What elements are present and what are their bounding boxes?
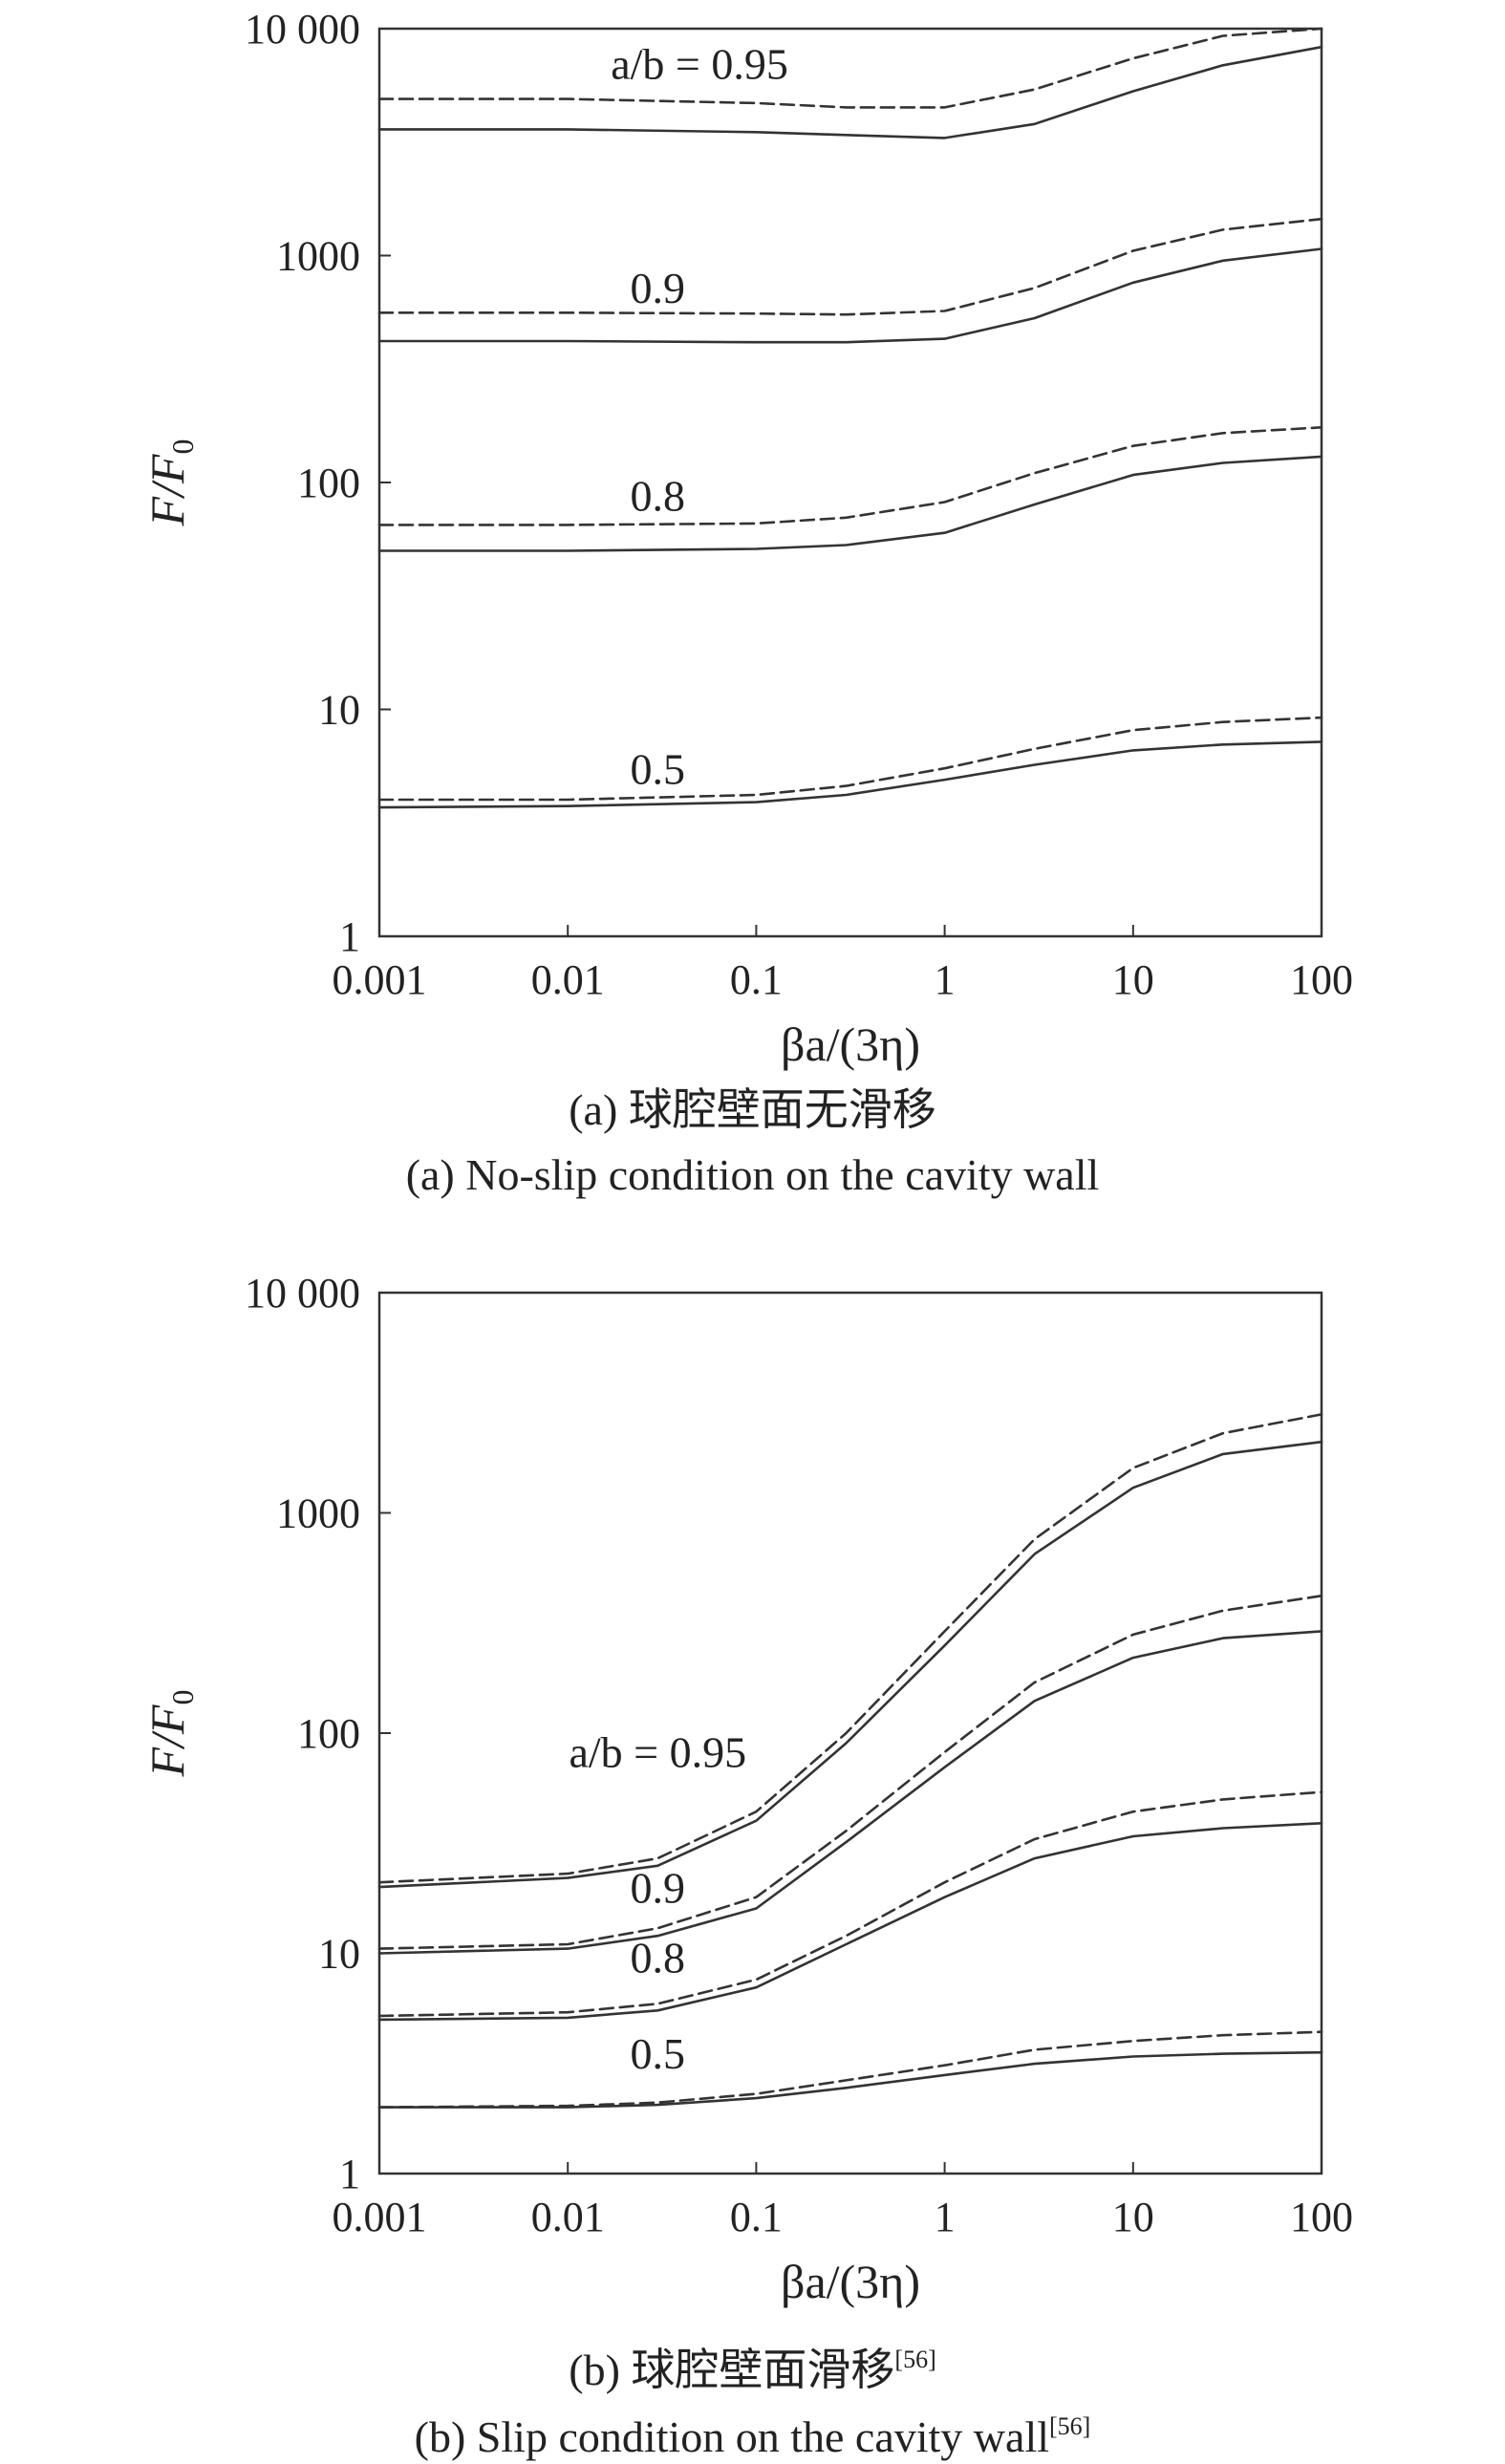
series-line-solid [377,1822,1323,2022]
curve-label: 0.9 [631,264,686,312]
series-line-dashed [377,425,1323,526]
y-tick-label: 10 [318,687,360,734]
x-tick-label: 0.001 [333,956,427,1003]
y-axis-label: F/F0 [140,439,200,527]
y-axis-label: F/F0 [140,1690,200,1778]
caption-a-en: (a) No-slip condition on the cavity wall [405,1150,1100,1199]
caption-a-cn: (a) 球腔壁面无滑移 [569,1085,936,1134]
curve-label: 0.9 [631,1863,686,1912]
x-axis-label: βa/(3η) [781,2255,920,2308]
series-line-solid [377,1440,1323,1889]
curve-label: 0.5 [631,744,686,793]
x-tick-label: 100 [1290,956,1353,1003]
x-tick-label: 0.01 [531,2194,605,2240]
y-tick-label: 1000 [276,1490,360,1537]
series-line-solid [377,740,1323,809]
caption-b-cn-ref: [56] [894,2346,936,2373]
x-tick-label: 0.1 [730,2194,783,2240]
y-tick-label: 1000 [276,233,360,280]
series-line-dashed [377,716,1323,802]
series-line-dashed [377,1413,1323,1884]
series-line-solid [377,1630,1323,1955]
y-tick-label: 100 [297,460,360,506]
y-tick-label: 10 000 [245,1270,360,1317]
curve-label: 0.8 [631,472,686,521]
caption-b-en-ref: [56] [1049,2412,1091,2440]
series-line-dashed [377,1595,1323,1950]
x-tick-label: 0.001 [333,2194,427,2240]
series-line-solid [377,247,1323,344]
x-tick-label: 1 [935,956,956,1003]
x-tick-label: 1 [935,2194,956,2240]
caption-b-cn-text: (b) 球腔壁面滑移 [569,2346,895,2394]
curve-label: 0.8 [631,1933,686,1982]
series-line-solid [377,2050,1323,2109]
x-tick-label: 0.01 [531,956,605,1003]
curve-label: 0.5 [631,2029,686,2078]
x-tick-label: 10 [1112,956,1154,1003]
x-tick-label: 0.1 [730,956,783,1003]
caption-b-cn: (b) 球腔壁面滑移[56] [0,2333,1505,2397]
y-tick-label: 100 [297,1710,360,1757]
curve-label: a/b = 0.95 [611,40,788,89]
series-line-dashed [377,2030,1323,2109]
plot-frame [377,1291,1323,2175]
y-tick-label: 10 [318,1931,360,1978]
series-line-dashed [377,27,1323,109]
x-axis-label: βa/(3η) [781,1018,920,1071]
series-line-solid [377,455,1323,552]
series-line-dashed [377,1790,1323,2018]
curve-label: a/b = 0.95 [569,1728,746,1777]
y-tick-label: 1 [339,913,360,960]
caption-b-en-text: (b) Slip condition on the cavity wall [414,2412,1049,2461]
chart-b: 0.001 0.01 0.1 1 10 100 1 10 100 1000 10 000 βa/(3η… [140,1270,1353,2308]
chart-a: 0.001 0.01 0.1 1 10 100 1 10 100 1000 10 000 βa/(3η… [140,6,1353,1071]
x-tick-label: 10 [1112,2194,1154,2240]
series-line-dashed [377,217,1323,316]
x-tick-label: 100 [1290,2194,1353,2240]
caption-b-en: (b) Slip condition on the cavity wall[56… [0,2400,1505,2464]
series-line-solid [377,45,1323,139]
y-tick-label: 10 000 [245,6,360,53]
y-tick-label: 1 [339,2151,360,2197]
